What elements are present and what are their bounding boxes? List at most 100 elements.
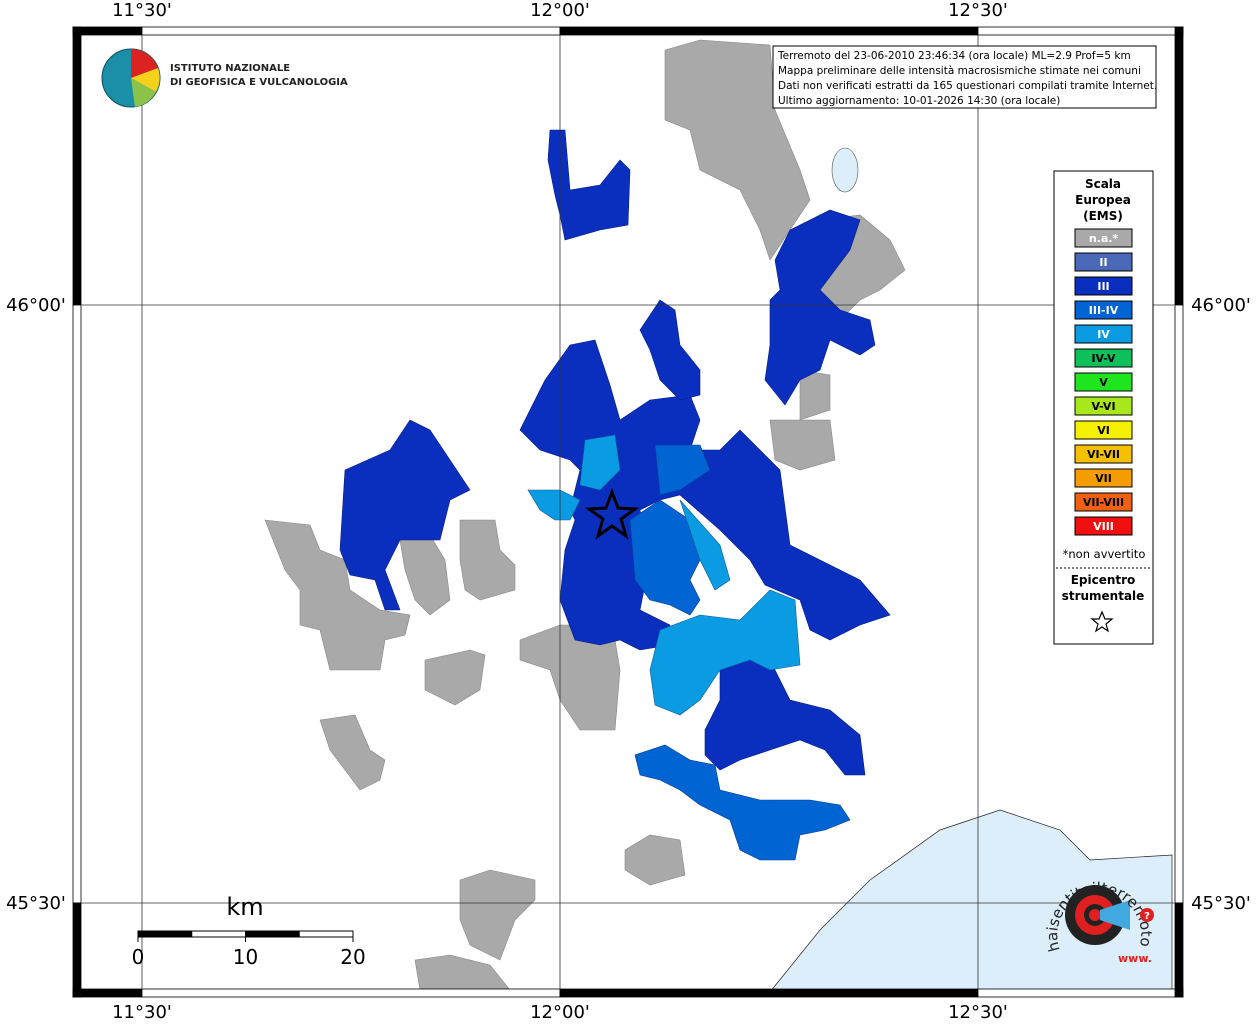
scale-segment <box>245 930 300 938</box>
map-border <box>72 26 143 36</box>
map-border <box>141 26 561 36</box>
scale-label: 0 <box>132 945 145 969</box>
legend-swatch <box>1074 228 1133 248</box>
lon-label: 12°30' <box>948 0 1008 21</box>
legend-label: VIII <box>1093 520 1114 533</box>
scale-label: 10 <box>233 945 258 969</box>
sea <box>769 809 1173 993</box>
legend-label: VI-VII <box>1087 448 1120 461</box>
institute-name: ISTITUTO NAZIONALE <box>170 63 290 74</box>
region <box>339 419 471 611</box>
legend-label: VII-VIII <box>1083 496 1124 509</box>
map-border <box>559 988 979 998</box>
legend-star <box>1090 610 1114 633</box>
legend-swatch <box>1074 300 1133 320</box>
region <box>679 499 731 591</box>
map-border <box>1174 902 1184 998</box>
header-box: Terremoto del 23-06-2010 23:46:34 (ora l… <box>772 45 1157 109</box>
legend-epicenter: strumentale <box>1062 589 1145 603</box>
legend-label: II <box>1099 256 1107 269</box>
region <box>624 834 686 886</box>
map-border <box>72 26 82 306</box>
region <box>264 519 411 671</box>
badge-mark: ? <box>1144 911 1150 922</box>
region <box>769 419 836 471</box>
region <box>704 659 866 776</box>
region <box>424 649 486 706</box>
map-border <box>72 304 82 904</box>
legend-epicenter: Epicentro <box>1071 573 1136 587</box>
region <box>414 954 511 991</box>
map-border <box>977 988 1184 998</box>
legend-swatch <box>1074 252 1133 272</box>
region <box>654 444 711 496</box>
legend-label: n.a.* <box>1089 232 1119 245</box>
header-line: Terremoto del 23-06-2010 23:46:34 (ora l… <box>777 50 1131 62</box>
scale-segment <box>298 930 354 938</box>
scale-label: 20 <box>340 945 365 969</box>
legend-title: Europea <box>1075 193 1131 207</box>
legend-swatch <box>1074 276 1133 296</box>
legend-swatch <box>1074 444 1133 464</box>
lon-label: 12°00' <box>530 0 590 21</box>
institute-name: DI GEOFISICA E VULCANOLOGIA <box>170 77 348 88</box>
legend-title: Scala <box>1085 177 1121 191</box>
legend-swatch <box>1074 492 1133 512</box>
region <box>579 434 621 491</box>
legend-title: (EMS) <box>1083 209 1123 223</box>
lon-label: 12°30' <box>948 1002 1008 1023</box>
region <box>459 869 536 961</box>
map-border <box>559 26 979 36</box>
header-line: Mappa preliminare delle intensità macros… <box>778 65 1141 77</box>
epicenter <box>584 487 640 540</box>
scale-bar: km 0 10 20 <box>132 893 366 969</box>
legend-label: IV-V <box>1091 352 1116 365</box>
legend-label: IV <box>1097 328 1110 341</box>
legend: Scala Europea (EMS) *non avvertito Epice… <box>1053 170 1154 645</box>
lat-label: 46°00' <box>6 295 66 316</box>
lake <box>831 147 859 193</box>
lat-label: 45°30' <box>6 893 66 914</box>
legend-swatch <box>1074 324 1133 344</box>
region <box>634 744 851 861</box>
legend-label: III <box>1097 280 1109 293</box>
legend-note: *non avvertito <box>1063 547 1146 561</box>
legend-swatch <box>1074 516 1133 536</box>
badge-prefix: www. <box>1118 952 1152 965</box>
scale-segment <box>191 930 246 938</box>
lat-label: 45°30' <box>1191 893 1251 914</box>
region <box>459 519 516 601</box>
map-border <box>1174 26 1184 306</box>
region <box>649 589 801 716</box>
lon-label: 11°30' <box>112 0 172 21</box>
legend-swatch <box>1074 420 1133 440</box>
legend-label: V <box>1099 376 1108 389</box>
legend-label: VII <box>1095 472 1112 485</box>
legend-label: V-VI <box>1091 400 1115 413</box>
map-border <box>1174 304 1184 904</box>
map-border <box>72 902 82 998</box>
graticule: 11°30' 11°30' 12°00' 12°00' 12°30' 12°30' 46°0… <box>6 0 1251 1023</box>
region <box>764 209 876 406</box>
legend-swatch <box>1074 348 1133 368</box>
map-border <box>141 988 561 998</box>
lat-label: 46°00' <box>1191 295 1251 316</box>
header-line: Ultimo aggiornamento: 10-01-2026 14:30 (… <box>778 95 1060 107</box>
region <box>799 369 831 421</box>
map-border <box>977 26 1184 36</box>
legend-swatch <box>1074 396 1133 416</box>
scale-unit: km <box>226 893 263 921</box>
legend-swatch <box>1074 468 1133 488</box>
legend-swatch <box>1074 372 1133 392</box>
legend-label: III-IV <box>1089 304 1119 317</box>
region <box>319 714 386 791</box>
lon-label: 12°00' <box>530 1002 590 1023</box>
ingv-logo: ISTITUTO NAZIONALE DI GEOFISICA E VULCAN… <box>101 48 348 108</box>
map-border <box>72 988 143 998</box>
lon-label: 11°30' <box>112 1002 172 1023</box>
region <box>629 499 701 616</box>
region <box>547 129 631 241</box>
scale-segment <box>137 930 193 938</box>
header-line: Dati non verificati estratti da 165 ques… <box>778 80 1157 92</box>
